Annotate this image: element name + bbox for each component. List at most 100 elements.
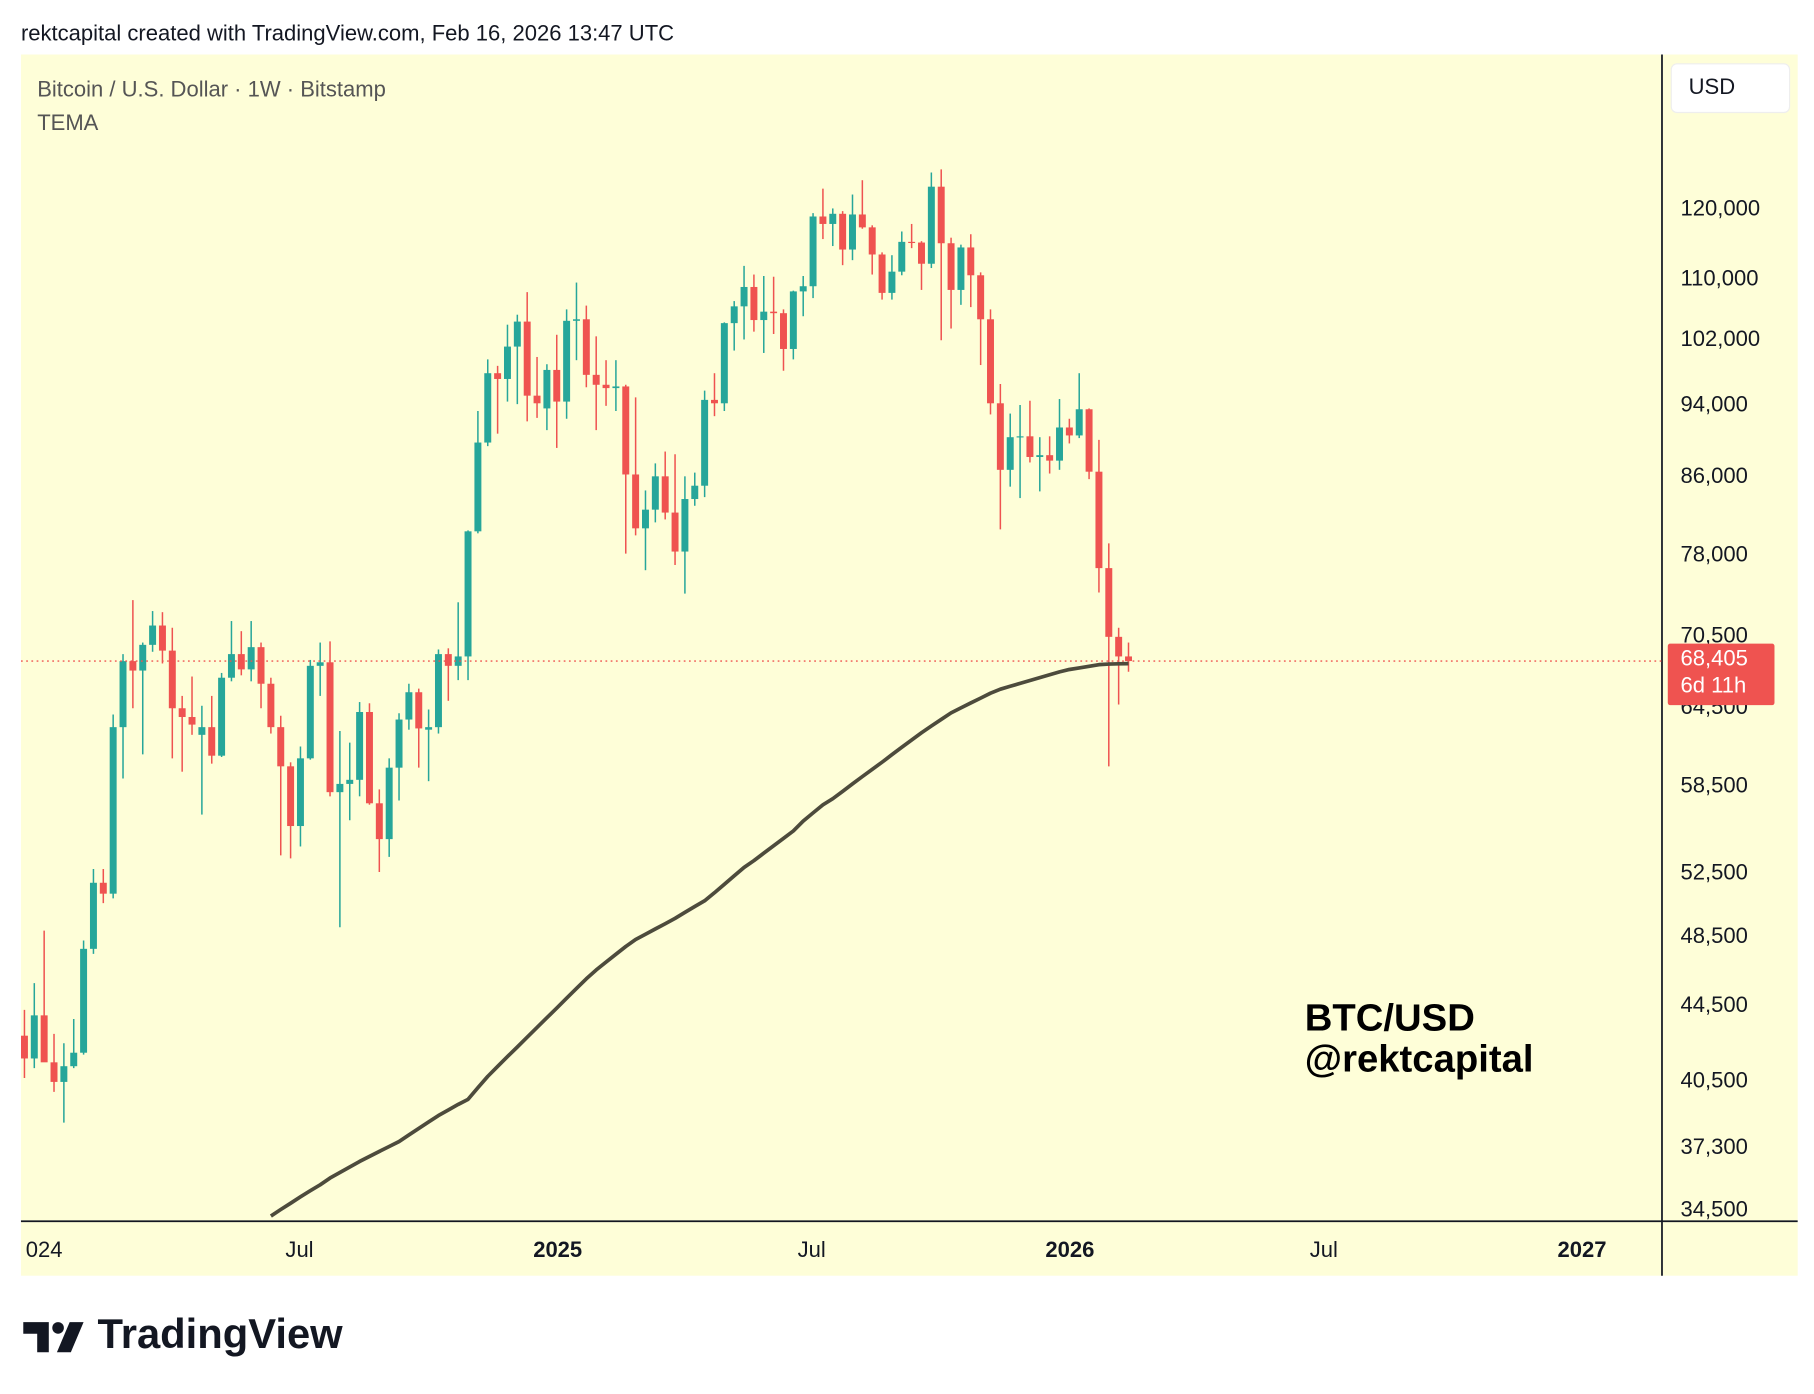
- candle-body: [484, 373, 492, 443]
- candle-body: [1016, 436, 1024, 438]
- currency-button[interactable]: [1670, 63, 1791, 114]
- x-tick-label: 2026: [1045, 1237, 1094, 1262]
- y-tick-label: 120,000: [1681, 196, 1761, 221]
- candle-body: [494, 373, 502, 379]
- y-tick-label: 34,500: [1681, 1196, 1748, 1221]
- x-tick-label: 2025: [533, 1237, 582, 1262]
- candle-body: [602, 384, 610, 389]
- last-price-label: 68,405: [1681, 646, 1748, 671]
- time-axis: 024 Jul 2025 Jul 2026 Jul 2027: [26, 1237, 1607, 1262]
- candle-body: [770, 311, 778, 314]
- candle-body: [326, 662, 334, 793]
- candle-body: [109, 727, 117, 894]
- candle-body: [336, 783, 344, 793]
- watermark: @rektcapital: [1305, 1037, 1534, 1080]
- logo-shape: [52, 1322, 64, 1334]
- candle-body: [937, 186, 945, 244]
- candle-body: [957, 247, 965, 290]
- last-price-box: [1667, 643, 1775, 706]
- candle-body: [247, 647, 255, 670]
- candle-body: [1085, 409, 1093, 472]
- candle-body: [464, 531, 472, 657]
- candle-body: [1095, 471, 1103, 569]
- y-tick-label: 40,500: [1681, 1068, 1748, 1093]
- candle-body: [158, 625, 166, 651]
- candle-body: [533, 395, 541, 404]
- candle-body: [563, 320, 571, 402]
- candle-body: [1006, 437, 1014, 470]
- candle-body: [750, 286, 758, 321]
- indicator-legend: TEMA: [37, 110, 98, 135]
- candle-body: [89, 882, 97, 949]
- x-tick-label: Jul: [798, 1237, 826, 1262]
- candle-body: [405, 692, 413, 720]
- candle-body: [829, 213, 837, 224]
- candle-body: [996, 403, 1004, 470]
- candle-body: [395, 719, 403, 768]
- y-tick-label: 94,000: [1681, 392, 1748, 417]
- y-tick-label: 48,500: [1681, 923, 1748, 948]
- candle-body: [523, 321, 531, 396]
- candle-body: [99, 882, 107, 894]
- candle-body: [513, 321, 521, 347]
- candle-body: [977, 275, 985, 320]
- candle-body: [50, 1062, 58, 1082]
- candle-body: [316, 662, 324, 666]
- candle-body: [849, 214, 856, 250]
- candle-body: [681, 499, 689, 552]
- candle-body: [947, 243, 955, 290]
- candle-body: [1036, 455, 1044, 457]
- logo-shape: [56, 1322, 84, 1353]
- y-tick-label: 58,500: [1681, 772, 1748, 797]
- candle-body: [572, 319, 580, 321]
- y-tick-label: 52,500: [1681, 859, 1748, 884]
- candle-body: [632, 474, 640, 529]
- candle-body: [40, 1015, 48, 1063]
- candle-body: [740, 286, 748, 307]
- candle-body: [385, 767, 393, 840]
- y-tick-label: 110,000: [1681, 265, 1759, 290]
- candle-body: [415, 692, 423, 729]
- candle-body: [149, 625, 157, 645]
- candle-body: [375, 803, 383, 840]
- brand-logo: [23, 1322, 84, 1353]
- x-tick-label: Jul: [1310, 1237, 1338, 1262]
- candle-body: [168, 650, 176, 709]
- candle-body: [642, 509, 649, 529]
- indicator-line: [269, 661, 1129, 1218]
- candle-body: [868, 227, 876, 255]
- candle-body: [543, 369, 551, 409]
- candle-body: [612, 386, 620, 389]
- candle-body: [296, 758, 304, 827]
- candle-body: [60, 1066, 68, 1082]
- candle-body: [188, 717, 196, 725]
- candle-body: [661, 476, 669, 513]
- candle-body: [1056, 427, 1063, 461]
- candle-body: [425, 727, 433, 730]
- candle-body: [839, 213, 847, 250]
- candle-body: [967, 247, 975, 276]
- y-tick-label: 86,000: [1681, 463, 1748, 488]
- currency-label[interactable]: USD: [1689, 74, 1735, 99]
- candle-body: [30, 1015, 38, 1059]
- candle-body: [365, 711, 373, 804]
- candle-body: [454, 656, 462, 666]
- candle-body: [671, 512, 679, 552]
- candle-body: [267, 683, 275, 728]
- candle-body: [119, 661, 127, 728]
- candle-body: [1115, 636, 1123, 657]
- candle-body: [888, 271, 896, 293]
- candle-body: [70, 1052, 78, 1067]
- plot-area: [20, 169, 1662, 1218]
- candle-body: [1105, 568, 1113, 637]
- candle-body: [257, 647, 265, 684]
- candle-body: [474, 442, 482, 532]
- candle-body: [799, 286, 807, 292]
- candle-body: [208, 727, 216, 756]
- candle-body: [1075, 409, 1083, 436]
- candle-body: [1125, 656, 1132, 662]
- candle-body: [780, 313, 787, 349]
- candle-body: [927, 186, 935, 264]
